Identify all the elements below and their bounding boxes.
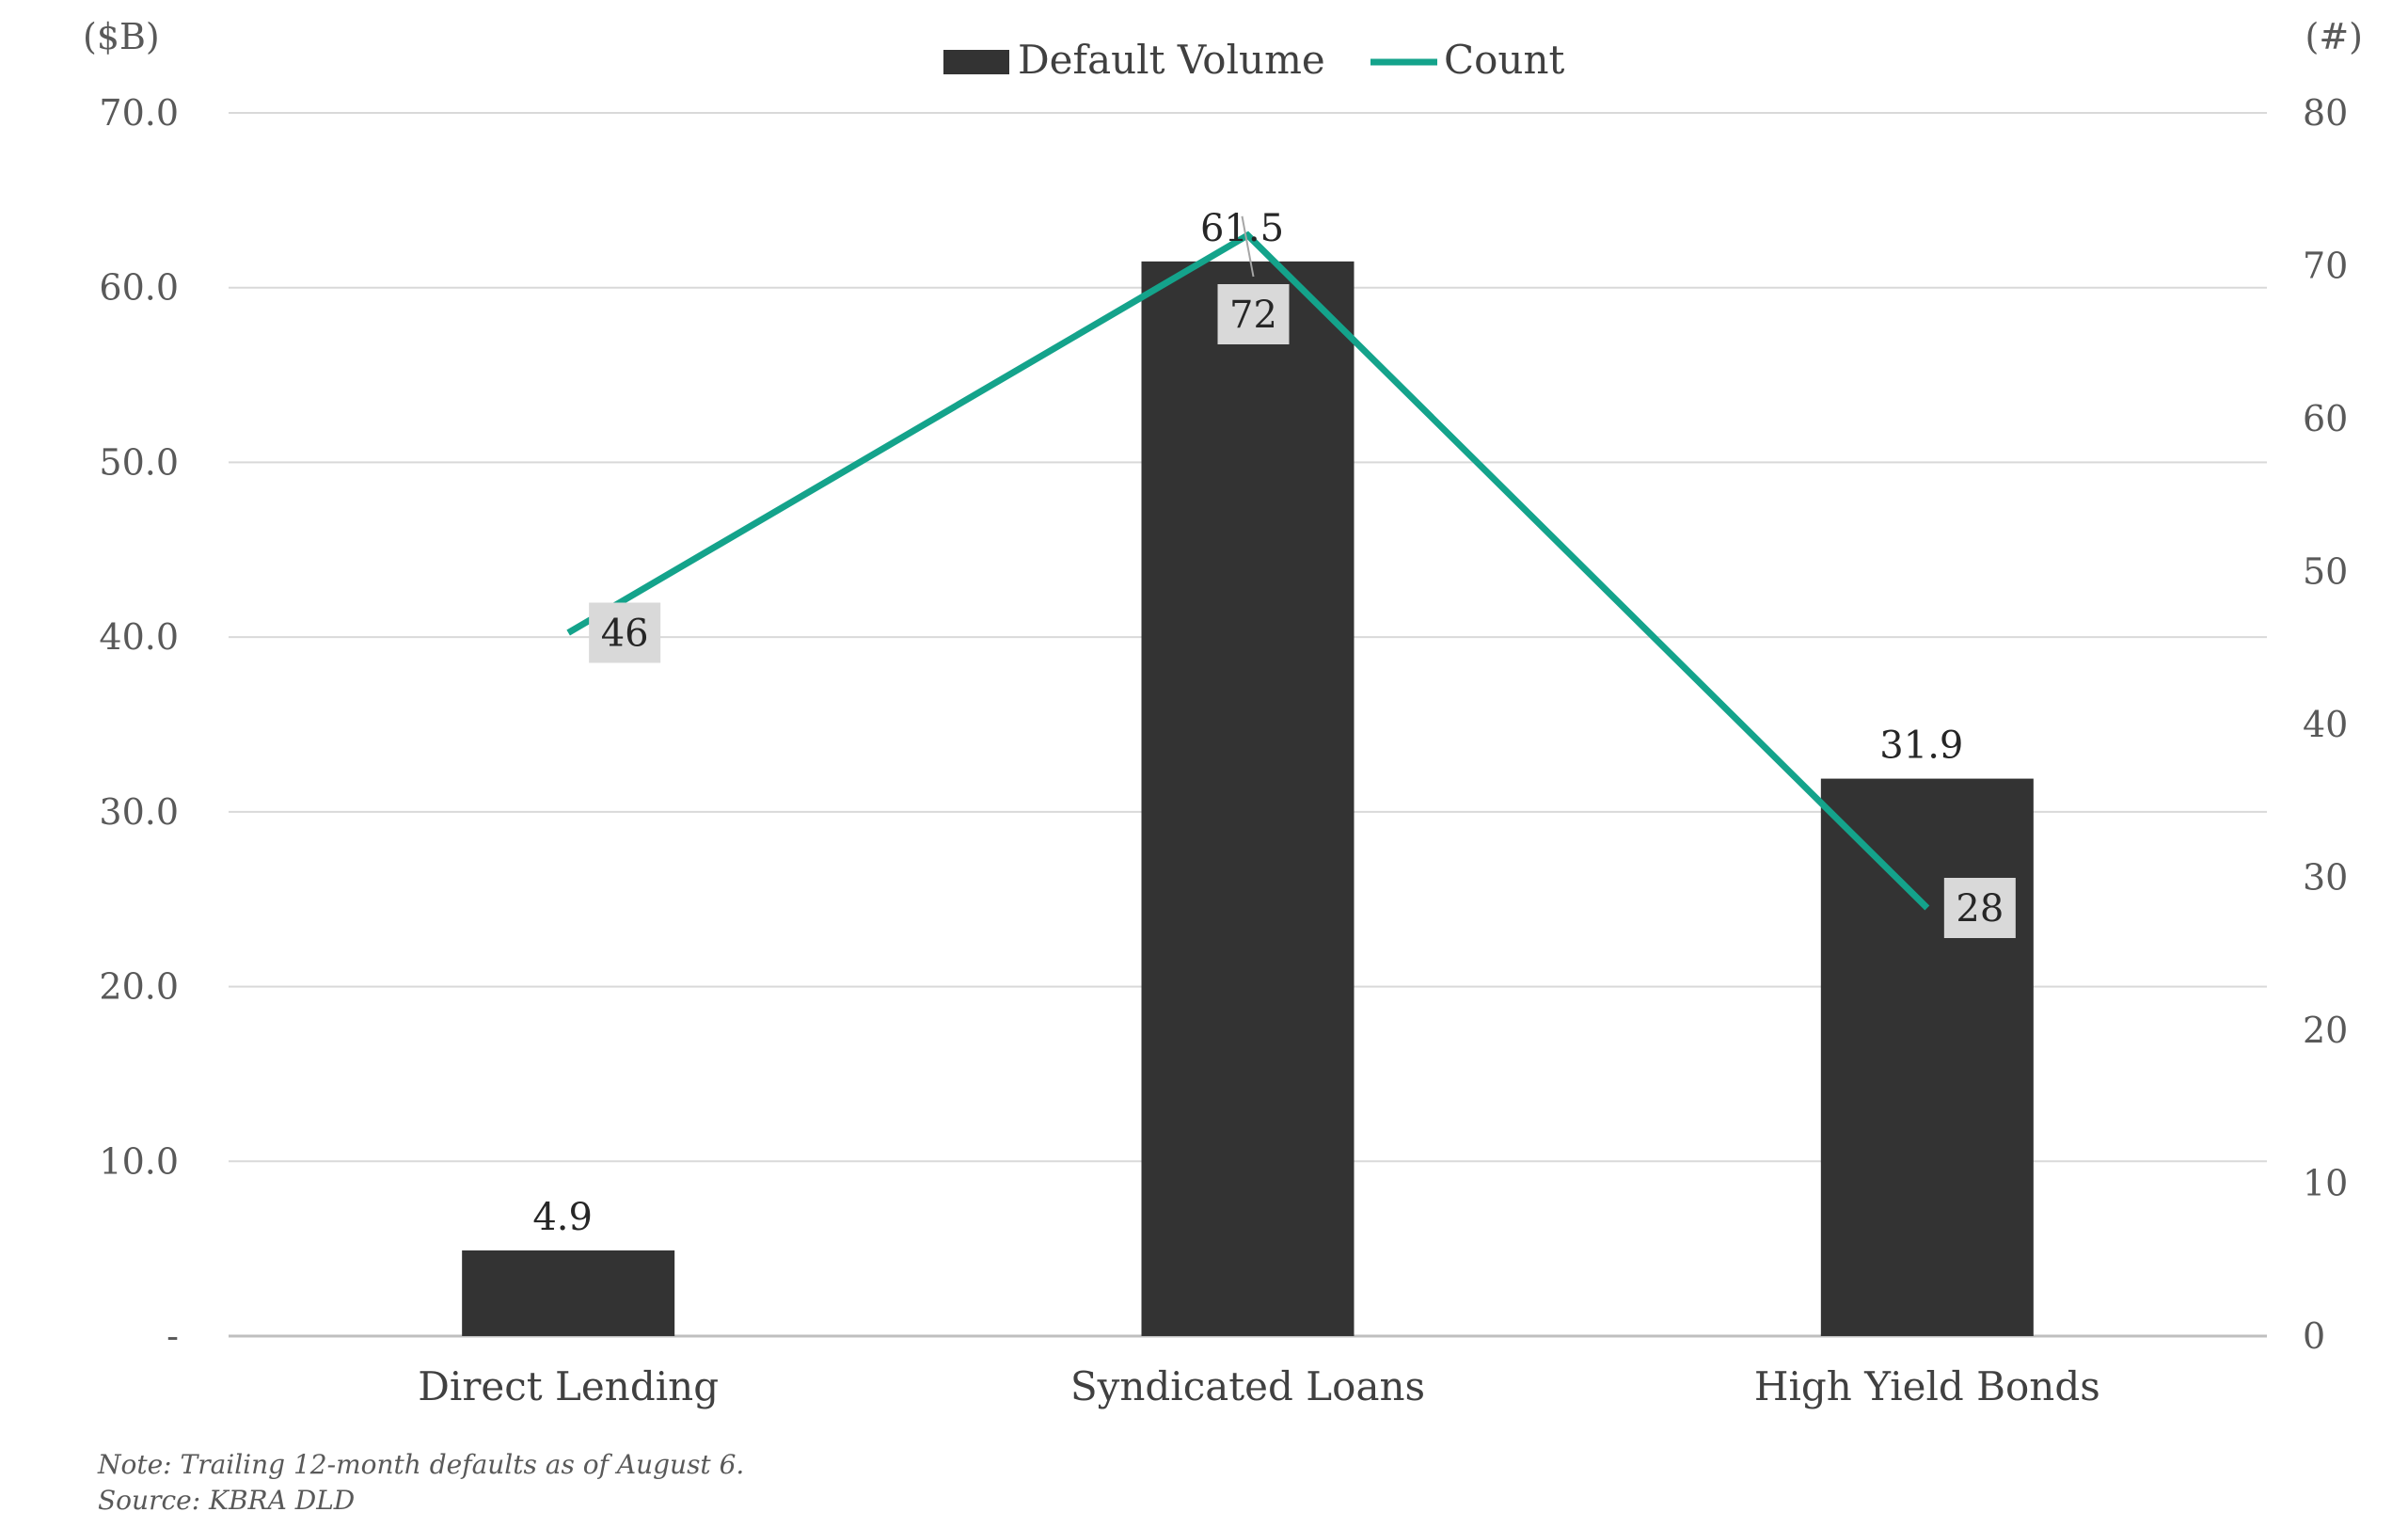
bar-value-label: 31.9	[1879, 724, 1963, 768]
right-tick-label: 70	[2303, 246, 2348, 287]
legend-label: Default Volume	[1018, 37, 1325, 83]
axes: - 10.0 20.0 30.0 40.0 50.0 60.0 70.0 0 10 20 30 40 50…	[83, 16, 2363, 1409]
left-axis-unit: ($B)	[83, 16, 160, 57]
right-tick-label: 20	[2303, 1010, 2348, 1051]
legend-label: Count	[1444, 37, 1565, 83]
left-tick-label: -	[166, 1315, 179, 1357]
left-tick-label: 60.0	[99, 267, 179, 309]
left-tick-label: 20.0	[99, 966, 179, 1008]
right-axis-unit: (#)	[2305, 16, 2364, 57]
right-tick-label: 60	[2303, 398, 2348, 439]
count-label-box	[1943, 878, 2016, 938]
line-series	[566, 231, 1930, 911]
right-tick-label: 30	[2303, 857, 2348, 899]
count-value-label: 46	[601, 613, 649, 656]
chart-note: Note: Trailing 12-month defaults as of A…	[98, 1449, 745, 1480]
legend: Default Volume Count	[943, 37, 1565, 83]
left-tick-label: 40.0	[99, 616, 179, 658]
bar-series	[462, 261, 2034, 1336]
right-tick-label: 0	[2303, 1315, 2325, 1357]
left-tick-label: 50.0	[99, 441, 179, 483]
bar	[1141, 261, 1354, 1336]
left-tick-label: 70.0	[99, 92, 179, 134]
count-line	[566, 231, 1930, 911]
count-value-label: 72	[1229, 294, 1277, 337]
category-label: High Yield Bonds	[1754, 1363, 2100, 1409]
legend-swatch-bar	[943, 50, 1009, 74]
category-label: Direct Lending	[418, 1363, 719, 1409]
bar-value-label: 61.5	[1200, 207, 1284, 250]
count-value-label: 28	[1956, 887, 2004, 931]
right-tick-label: 10	[2303, 1163, 2348, 1204]
left-tick-label: 30.0	[99, 791, 179, 833]
count-label-box	[1217, 284, 1290, 344]
bar-value-label: 4.9	[532, 1196, 593, 1239]
bar	[1820, 778, 2034, 1336]
category-label: Syndicated Loans	[1070, 1363, 1425, 1409]
left-tick-label: 10.0	[99, 1140, 179, 1182]
count-label-box	[589, 602, 661, 663]
data-labels: 4.9 61.5 31.9 46 72 28	[532, 207, 2016, 1239]
chart-source: Source: KBRA DLD	[98, 1485, 356, 1516]
bar	[462, 1250, 675, 1336]
label-leader-line	[1241, 215, 1255, 278]
right-tick-label: 40	[2303, 704, 2348, 745]
right-tick-label: 50	[2303, 551, 2348, 593]
right-tick-label: 80	[2303, 92, 2348, 134]
